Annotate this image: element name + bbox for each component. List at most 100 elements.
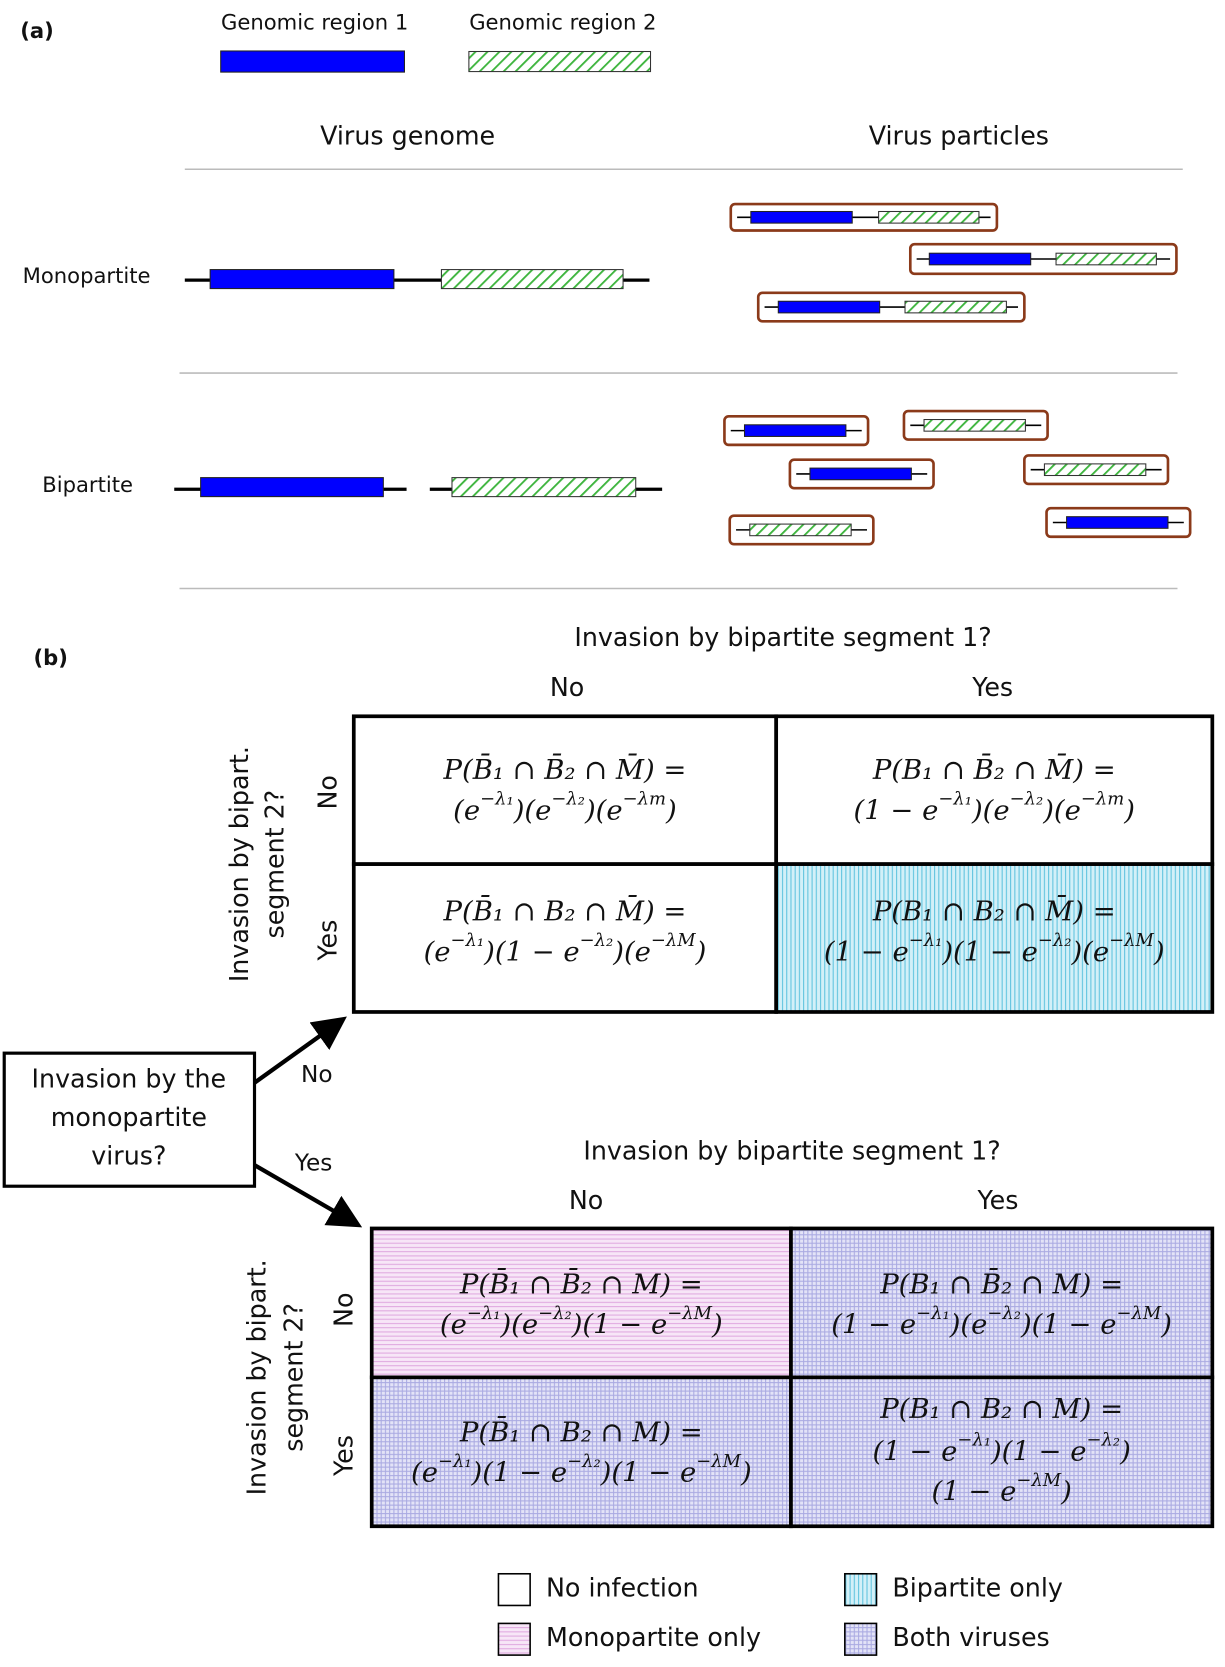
formula-part: ) (1160, 1309, 1172, 1340)
formula-part: )(1 − e (471, 1457, 568, 1488)
formula-part: −λ₁ (909, 930, 943, 951)
formula-part: −λM (1109, 930, 1154, 951)
question-text: monopartite (51, 1102, 207, 1132)
region-2 (452, 478, 636, 497)
formula-part: −λM (696, 1451, 741, 1472)
formula: P(B̄₁ ∩ B̄₂ ∩ M̄) = (443, 752, 687, 786)
formula-part: −λM (667, 1303, 712, 1324)
panel-label: (b) (33, 645, 67, 670)
region-1 (1067, 517, 1168, 529)
region-2 (469, 52, 651, 72)
formula-part: ) (1123, 795, 1135, 826)
legend-label: Genomic region 2 (469, 10, 656, 35)
row-title: Invasion by bipart. (224, 746, 254, 982)
region-1 (751, 211, 852, 223)
formula: P(B₁ ∩ B₂ ∩ M) = (879, 1394, 1123, 1425)
formula-part: (1 − e (824, 936, 909, 967)
formula-part: −λ₁ (451, 930, 485, 951)
formula-part: −λ₁ (467, 1303, 501, 1324)
figure: (a) Genomic region 1 Genomic region 2 Virus… (0, 0, 1225, 1667)
formula-part: (1 − e (873, 1436, 958, 1467)
column-title: Invasion by bipartite segment 1? (583, 1135, 1000, 1165)
formula-part: ) (695, 936, 707, 967)
column-label: No (569, 1185, 603, 1215)
region-2 (441, 270, 623, 289)
formula-part: )(e (499, 1309, 538, 1340)
formula-part: −λ₂ (538, 1303, 572, 1324)
formula-part: (e (411, 1457, 438, 1488)
formula-part: )(e (584, 795, 623, 826)
legend-swatch (498, 1574, 530, 1606)
region-1 (778, 301, 879, 313)
formula-part: −λ₂ (1010, 789, 1044, 810)
formula-part: (1 − e (854, 795, 939, 826)
formula-part: P(B̄₁ ∩ B₂ ∩ M̄) = (443, 893, 687, 927)
legend-swatch (498, 1623, 530, 1655)
formula-part: −λ₁ (957, 1430, 991, 1451)
row-title: segment 2? (279, 1303, 309, 1452)
formula: P(B₁ ∩ B̄₂ ∩ M̄) = (872, 752, 1116, 786)
question-text: Invasion by the (32, 1064, 227, 1094)
formula-part: P(B₁ ∩ B̄₂ ∩ M̄) = (872, 752, 1116, 786)
formula-part: )(1 − e (941, 936, 1038, 967)
column-heading: Virus particles (869, 121, 1049, 151)
legend-label: No infection (546, 1573, 699, 1603)
legend-label: Bipartite only (892, 1573, 1063, 1603)
legend-label: Both viruses (892, 1622, 1049, 1652)
formula-part: )(1 − e (990, 1436, 1087, 1467)
branch-label: No (301, 1061, 333, 1088)
formula-part: ) (1153, 936, 1165, 967)
formula-part: −λ₂ (1038, 930, 1072, 951)
formula-part: −λ₁ (480, 789, 514, 810)
formula-part: ) (1119, 1436, 1131, 1467)
column-label: Yes (977, 1185, 1019, 1215)
row-title: segment 2? (260, 790, 290, 939)
formula-part: )(e (1070, 936, 1109, 967)
formula-part: )(e (971, 795, 1010, 826)
region-1 (201, 478, 384, 497)
formula-part: P(B̄₁ ∩ B₂ ∩ M) = (459, 1414, 703, 1448)
formula-part: ) (740, 1457, 752, 1488)
row-title: Invasion by bipart. (242, 1259, 272, 1495)
formula-part: P(B̄₁ ∩ B̄₂ ∩ M̄) = (443, 752, 687, 786)
formula-part: ) (711, 1309, 723, 1340)
formula-part: −λ₂ (987, 1303, 1021, 1324)
region-2 (924, 420, 1025, 432)
column-label: Yes (971, 672, 1013, 702)
region-2 (750, 524, 851, 536)
row-label: Yes (328, 1435, 358, 1477)
formula-part: P(B̄₁ ∩ B̄₂ ∩ M) = (459, 1266, 703, 1300)
formula-part: P(B₁ ∩ B₂ ∩ M) = (879, 1394, 1123, 1425)
column-label: No (550, 672, 584, 702)
formula-part: )(1 − e (483, 936, 580, 967)
legend-swatch (845, 1623, 877, 1655)
region-1 (810, 468, 911, 480)
column-title: Invasion by bipartite segment 1? (574, 622, 991, 652)
row-label: No (312, 775, 342, 809)
formula-part: −λM (1016, 1470, 1061, 1491)
formula: P(B₁ ∩ B̄₂ ∩ M) = (879, 1266, 1123, 1300)
formula-part: ) (1060, 1476, 1072, 1507)
formula-part: ) (665, 795, 677, 826)
row-label: Bipartite (42, 472, 133, 497)
formula-part: )(1 − e (1020, 1309, 1117, 1340)
row-label: No (328, 1293, 358, 1327)
region-2 (1044, 464, 1145, 476)
formula: P(B̄₁ ∩ B₂ ∩ M̄) = (443, 893, 687, 927)
formula-part: (e (440, 1309, 467, 1340)
formula-part: −λM (651, 930, 696, 951)
region-2 (1056, 253, 1156, 265)
region-2 (879, 211, 979, 223)
region-1 (745, 425, 846, 437)
region-1 (221, 51, 405, 72)
formula-part: −λ₂ (551, 789, 585, 810)
formula-part: −λM (1117, 1303, 1162, 1324)
formula-part: (1 − e (831, 1309, 916, 1340)
panel-label: (a) (20, 18, 54, 43)
formula-part: −λ₁ (938, 789, 972, 810)
legend-label: Genomic region 1 (221, 10, 408, 35)
question-text: virus? (91, 1141, 166, 1171)
formula: P(B̄₁ ∩ B̄₂ ∩ M) = (459, 1266, 703, 1300)
formula-part: −λ₂ (1086, 1430, 1120, 1451)
formula-part: )(e (949, 1309, 988, 1340)
